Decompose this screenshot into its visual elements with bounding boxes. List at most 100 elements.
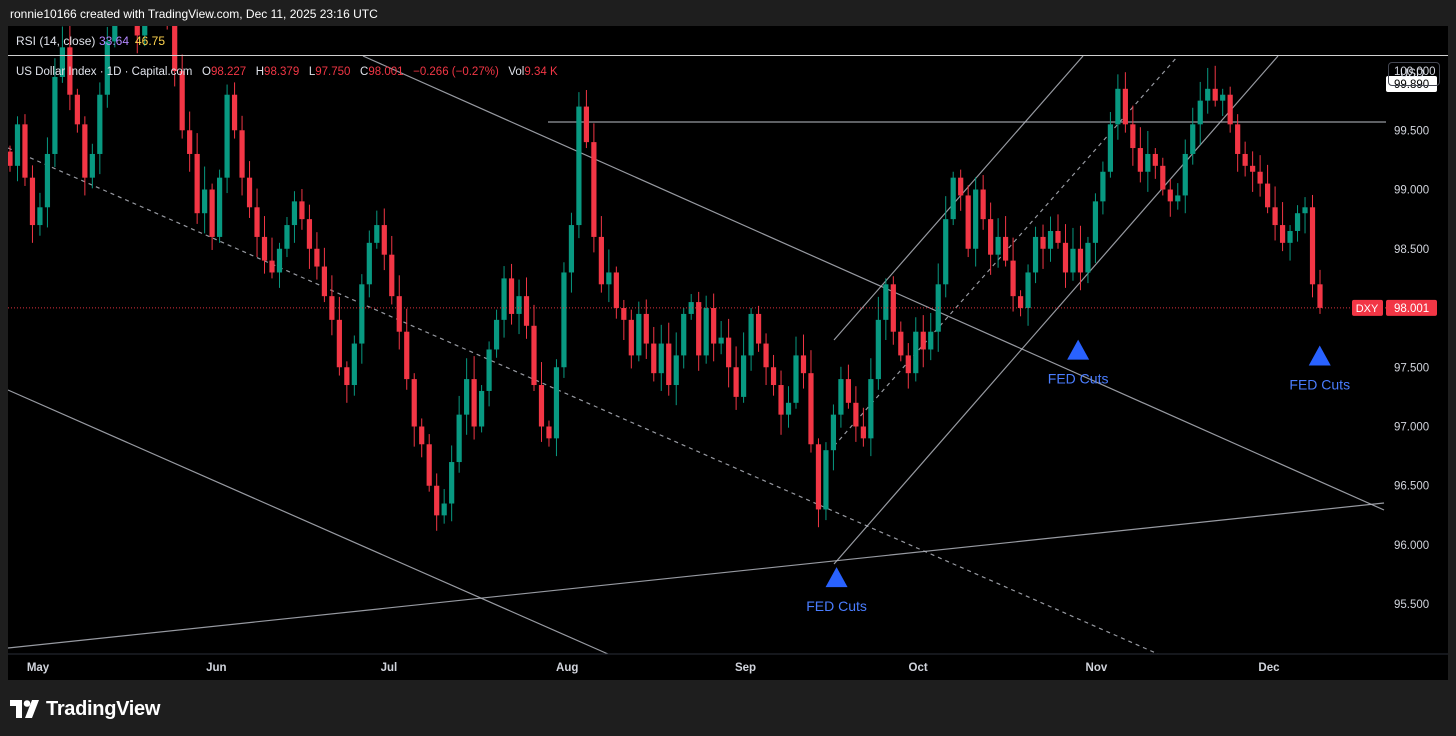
candle-body <box>37 207 43 226</box>
candle-body <box>755 313 762 344</box>
candle-body <box>112 26 118 42</box>
candle-body <box>943 219 949 285</box>
candle-body <box>1235 124 1241 154</box>
candle-body <box>1152 153 1158 166</box>
rsi-value-2: 46.75 <box>135 34 166 48</box>
candle-body <box>82 124 88 178</box>
lower-channel-line <box>8 389 609 655</box>
candle-body <box>1070 248 1076 273</box>
candle-body <box>913 331 919 374</box>
candle-body <box>1115 88 1121 125</box>
candle-body <box>449 462 455 504</box>
candle-body <box>733 367 739 397</box>
volume-label: Vol <box>508 66 525 78</box>
candle-body <box>741 355 747 397</box>
last-price-label: 98.001 <box>1394 303 1429 315</box>
currency-button[interactable]: USD <box>1388 62 1440 86</box>
candle-body <box>995 236 1001 255</box>
candle-body <box>231 94 238 131</box>
candle-body <box>905 355 911 374</box>
candle-body <box>845 379 851 403</box>
candle-body <box>673 355 679 386</box>
candle-body <box>411 379 417 427</box>
candle-body <box>1055 230 1061 243</box>
chart-frame[interactable]: FED Cuts FED Cuts FED Cuts 100.000 99.500 99… <box>8 26 1448 680</box>
candle-body <box>508 278 515 314</box>
y-tick-label: 97.000 <box>1394 421 1429 433</box>
candle-body <box>1212 88 1218 101</box>
fed-cuts-arrow-icon <box>1308 345 1331 366</box>
open-value: 98.227 <box>210 66 247 78</box>
candle-body <box>770 367 777 386</box>
candle-body <box>860 426 866 439</box>
symbol-tag-box <box>1352 299 1383 316</box>
candle-body <box>576 106 582 226</box>
candle-body <box>928 331 934 350</box>
candle-body <box>104 41 110 95</box>
candle-body <box>568 225 575 273</box>
candle-body <box>59 47 65 77</box>
candle-body <box>681 313 687 356</box>
candle-body <box>187 130 193 154</box>
candle-body <box>988 219 994 255</box>
candle-body <box>1032 236 1039 273</box>
candle-body <box>194 153 200 214</box>
candle-body <box>561 272 567 368</box>
candle-body <box>965 195 971 249</box>
candle-body <box>868 379 874 439</box>
candle-body <box>711 308 717 344</box>
candle-body <box>875 319 881 380</box>
candle-body <box>973 189 979 249</box>
candle-body <box>52 76 58 154</box>
candle-body <box>1294 213 1301 231</box>
y-tick-label: 96.000 <box>1394 540 1429 552</box>
candle-body <box>209 189 215 237</box>
candle-body <box>1220 94 1226 101</box>
candle-body <box>404 331 410 380</box>
rising-mid-dashed-line <box>833 55 1179 447</box>
y-tick-label: 98.500 <box>1394 244 1429 256</box>
candle-body <box>1309 207 1316 285</box>
rsi-indicator-bar[interactable]: RSI (14, close) 33.64 46.75 <box>8 26 1448 56</box>
candle-body <box>1040 236 1046 249</box>
x-tick-label: Oct <box>909 662 928 674</box>
symbol-tag: DXY <box>1356 303 1379 315</box>
candle-body <box>778 385 784 415</box>
candle-body <box>1279 225 1286 243</box>
candle-body <box>643 313 649 344</box>
candle-body <box>1107 124 1113 172</box>
candle-body <box>8 151 13 166</box>
candle-body <box>336 319 342 368</box>
high-value: 98.379 <box>264 66 300 78</box>
candle-body <box>1160 165 1166 190</box>
candle-body <box>606 272 612 285</box>
candle-body <box>493 319 500 350</box>
candle-body <box>97 94 103 154</box>
candle-body <box>651 343 657 374</box>
fed-cuts-label: FED Cuts <box>1289 377 1350 393</box>
candle-body <box>666 343 672 386</box>
candle-body <box>1167 189 1173 202</box>
candle-body <box>516 296 522 314</box>
candle-body <box>800 355 807 374</box>
candle-body <box>696 302 702 356</box>
candle-body <box>583 106 589 143</box>
candle-body <box>1250 165 1256 172</box>
candle-body <box>1145 153 1151 172</box>
candle-body <box>381 225 387 255</box>
candle-body <box>202 189 208 214</box>
candle-body <box>1092 201 1099 243</box>
price-chart[interactable]: FED Cuts FED Cuts FED Cuts 100.000 99.500 99… <box>8 26 1448 680</box>
y-tick-label: 100.000 <box>1394 66 1436 78</box>
last-price-box <box>1386 299 1437 316</box>
candle-body <box>1010 260 1016 297</box>
candle-body <box>950 177 956 220</box>
candle-body <box>980 189 986 220</box>
y-tick-label: 99.000 <box>1394 185 1429 197</box>
candle-body <box>261 236 268 261</box>
candle-body <box>1137 148 1143 172</box>
candle-body <box>276 248 283 273</box>
candle-body <box>815 444 822 510</box>
candle-body <box>284 225 290 249</box>
candle-body <box>1227 94 1233 125</box>
